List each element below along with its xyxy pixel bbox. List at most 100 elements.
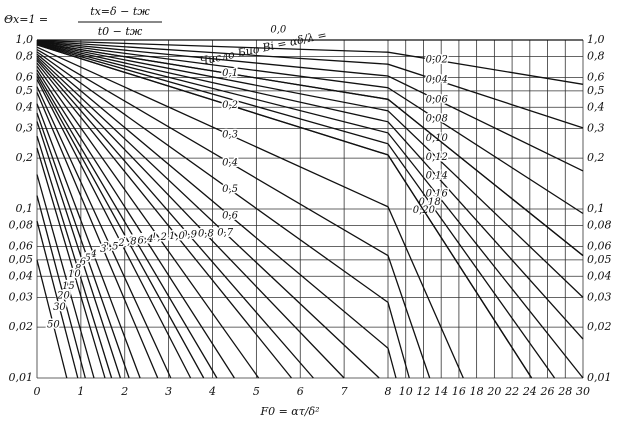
x-tick-label: 8: [385, 385, 392, 398]
curve: [36, 135, 113, 379]
curve: [36, 55, 380, 379]
series-label: 4: [90, 249, 97, 260]
curve: [36, 65, 260, 379]
series-label: 0,04: [426, 75, 448, 86]
series-label: 1,6: [128, 235, 145, 246]
curve: [36, 57, 345, 379]
x-tick-label: 26: [540, 385, 555, 398]
curve: [36, 40, 584, 129]
y-tick-label: 0,05: [9, 253, 34, 266]
x-tick-label: 12: [416, 385, 430, 398]
series-label: 0,1: [222, 68, 238, 79]
series-label: 0,2: [222, 100, 238, 111]
curve: [36, 79, 192, 379]
x-tick-label: 0: [34, 385, 41, 398]
y-tick-label-right: 0,4: [587, 100, 605, 113]
x-tick-label: 3: [165, 385, 172, 398]
y-tick-label: 0,03: [9, 290, 34, 303]
curve: [36, 49, 431, 379]
series-label: 3: [100, 244, 106, 255]
x-tick-label: 18: [470, 385, 484, 398]
series-label: 1,4: [138, 234, 154, 245]
curve: [36, 220, 79, 379]
curve: [36, 112, 130, 379]
curve: [36, 195, 86, 379]
series-label: 2,5: [102, 241, 119, 252]
curve: [36, 59, 314, 379]
curve: [36, 46, 464, 379]
curve: [36, 103, 141, 379]
y-tick-label: 0,3: [16, 121, 34, 134]
series-label: 0,0: [270, 25, 287, 36]
x-tick-label: 5: [253, 385, 260, 398]
y-tick-label-right: 1,0: [587, 33, 605, 46]
y-label-denominator: t0 − tж: [98, 25, 143, 38]
series-label: 1,0: [169, 231, 186, 242]
series-label: 15: [62, 281, 75, 292]
y-tick-label: 1,0: [16, 33, 34, 46]
x-tick-label: 24: [522, 385, 537, 398]
y-tick-label: 0,2: [16, 151, 34, 164]
y-tick-label-right: 0,02: [587, 320, 612, 333]
series-label: 0,02: [426, 55, 448, 66]
curve: [36, 92, 159, 379]
series-label: 1,2: [151, 232, 167, 243]
y-tick-label-right: 0,03: [587, 290, 612, 303]
curve: [36, 40, 584, 172]
series-label: 0,18: [419, 197, 441, 208]
y-tick-label: 0,02: [9, 320, 34, 333]
series-label: 30: [53, 302, 66, 313]
series-label: 0,8: [198, 229, 214, 240]
y-tick-label-right: 0,06: [587, 239, 612, 252]
y-tick-label-right: 0,08: [587, 218, 612, 231]
series-label: 0,12: [426, 152, 448, 163]
y-tick-label: 0,4: [16, 100, 34, 113]
y-tick-label-right: 0,2: [587, 151, 605, 164]
y-tick-label: 0,06: [9, 239, 34, 252]
y-tick-label: 0,1: [16, 202, 34, 215]
y-tick-label-right: 0,5: [587, 84, 605, 97]
series-label: 0,7: [217, 228, 234, 239]
x-tick-label: 2: [120, 385, 128, 398]
series-label: 0,06: [426, 94, 449, 105]
y-label-numerator: tx=δ − tж: [90, 5, 150, 18]
series-label: 8: [75, 264, 81, 275]
x-tick-label: 1: [77, 385, 84, 398]
curve: [36, 75, 205, 379]
y-tick-label-right: 0,8: [587, 49, 605, 62]
x-tick-label: 30: [576, 385, 590, 398]
curve: [36, 41, 584, 215]
series-label: 1,8: [121, 237, 137, 248]
x-tick-label: 6: [297, 385, 304, 398]
curve: [36, 39, 584, 85]
series-label: 0,3: [222, 130, 238, 141]
x-label: F0 = ατ/δ²: [259, 405, 319, 418]
x-tick-label: 14: [434, 385, 448, 398]
series-label: 2: [117, 238, 124, 249]
x-tick-label: 28: [557, 385, 572, 398]
curve: [36, 42, 584, 298]
curve: [36, 62, 293, 379]
y-tick-label-right: 0,05: [587, 253, 612, 266]
curve: [36, 86, 172, 379]
series-label: 6: [80, 257, 87, 268]
x-tick-label: 10: [399, 385, 413, 398]
x-tick-label: 4: [208, 385, 216, 398]
series-label: 50: [47, 319, 60, 330]
series-label: 0,08: [426, 114, 448, 125]
curve: [36, 42, 584, 340]
series-label: 5: [84, 253, 90, 264]
series-label: 0,6: [222, 210, 239, 221]
series-label: 0,9: [181, 230, 198, 241]
y-tick-label-right: 0,6: [587, 70, 605, 83]
curve: [36, 121, 122, 379]
y-tick-label: 0,04: [9, 269, 34, 282]
y-tick-label: 0,5: [16, 84, 34, 97]
curve: [36, 41, 584, 257]
series-label: 0,4: [222, 157, 238, 168]
curve: [36, 44, 533, 379]
y-tick-label: 0,01: [9, 371, 34, 384]
curve: [36, 259, 68, 379]
y-tick-label: 0,08: [9, 218, 34, 231]
series-label: 20: [56, 290, 70, 301]
